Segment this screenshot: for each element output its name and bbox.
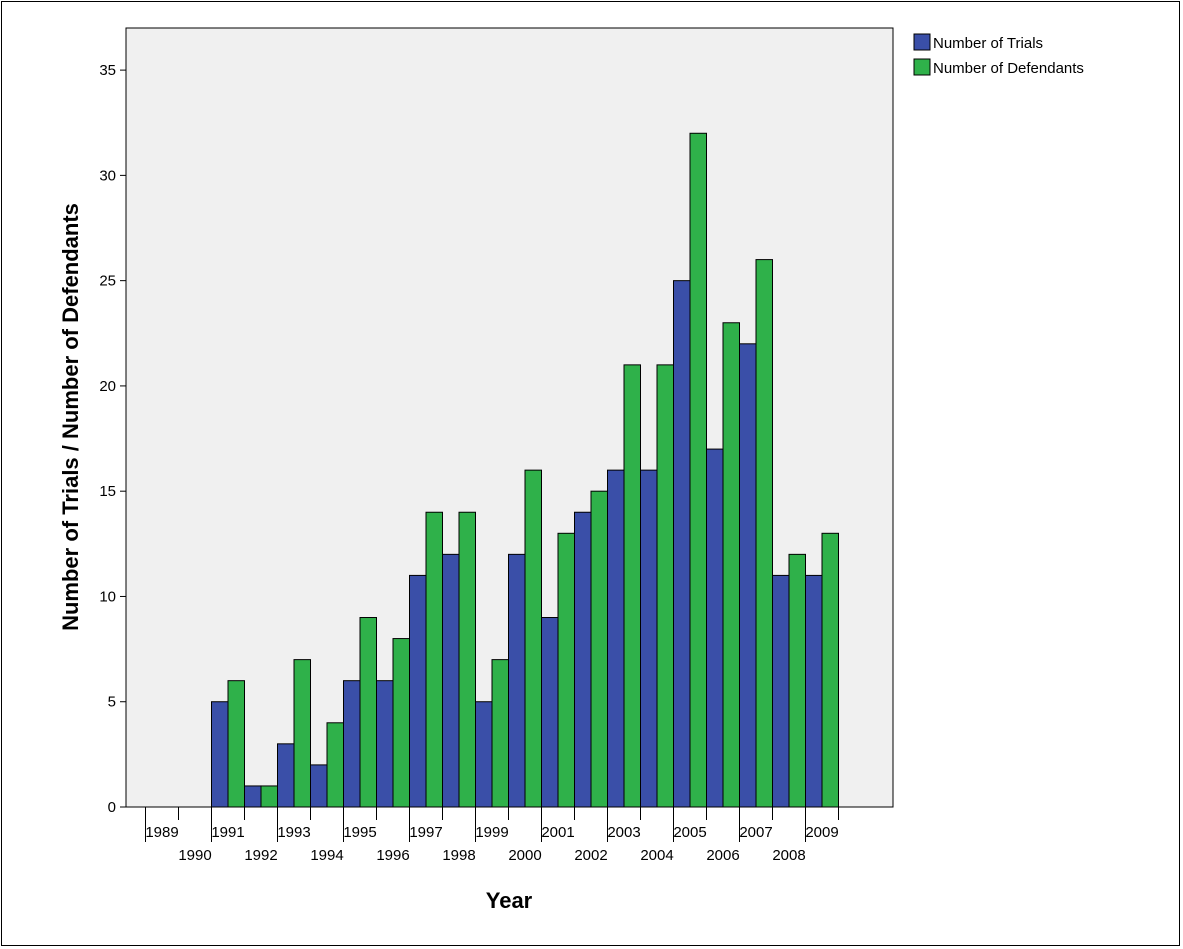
bar-trials-1997 xyxy=(409,574,427,808)
bar-defendants-2000 xyxy=(524,469,542,808)
bar-defendants-1996 xyxy=(392,638,410,808)
bar-trials-1994 xyxy=(310,764,328,808)
y-tick-label-5: 5 xyxy=(108,694,116,711)
bar-defendants-2001 xyxy=(557,532,575,808)
x-tick-label-1995: 1995 xyxy=(343,824,376,841)
bar-trials-1998 xyxy=(442,553,460,808)
x-tick-label-2008: 2008 xyxy=(772,847,805,864)
bar-defendants-2008 xyxy=(788,553,806,808)
x-tick-label-2000: 2000 xyxy=(508,847,541,864)
bar-trials-2008 xyxy=(772,574,790,808)
y-axis: 0 5 10 15 20 25 30 35 xyxy=(99,62,126,816)
bar-trials-1999 xyxy=(475,701,493,808)
bar-trials-1995 xyxy=(343,680,361,808)
bar-trials-2009 xyxy=(805,574,823,808)
bar-defendants-2003 xyxy=(623,364,641,808)
x-tick-label-2005: 2005 xyxy=(673,824,706,841)
y-tick-label-0: 0 xyxy=(108,799,116,816)
bars-layer xyxy=(211,132,839,808)
bar-trials-2002 xyxy=(574,511,592,808)
bar-trials-1992 xyxy=(244,785,262,808)
y-tick-label-10: 10 xyxy=(99,588,116,605)
y-tick-label-15: 15 xyxy=(99,483,116,500)
x-tick-label-2004: 2004 xyxy=(640,847,673,864)
bar-trials-1991 xyxy=(211,701,229,808)
x-tick-label-1998: 1998 xyxy=(442,847,475,864)
bar-defendants-1991 xyxy=(227,680,245,808)
bar-defendants-1995 xyxy=(359,617,377,808)
x-axis: 1989199019911992199319941995199619971998… xyxy=(145,807,839,864)
x-tick-label-1999: 1999 xyxy=(475,824,508,841)
x-tick-label-1994: 1994 xyxy=(310,847,343,864)
x-tick-label-1996: 1996 xyxy=(376,847,409,864)
bar-trials-2001 xyxy=(541,617,559,808)
bar-defendants-2004 xyxy=(656,364,674,808)
x-tick-label-1991: 1991 xyxy=(211,824,244,841)
bar-trials-2003 xyxy=(607,469,625,808)
x-tick-label-2001: 2001 xyxy=(541,824,574,841)
bar-trials-2007 xyxy=(739,343,757,808)
y-tick-label-30: 30 xyxy=(99,167,116,184)
bar-defendants-1999 xyxy=(491,659,509,808)
bar-defendants-1998 xyxy=(458,511,476,808)
x-tick-label-1997: 1997 xyxy=(409,824,442,841)
x-tick-label-1989: 1989 xyxy=(145,824,178,841)
bar-trials-2006 xyxy=(706,448,724,808)
y-tick-label-20: 20 xyxy=(99,378,116,395)
bar-trials-2004 xyxy=(640,469,658,808)
y-tick-label-25: 25 xyxy=(99,273,116,290)
x-axis-title: Year xyxy=(486,888,533,913)
legend-label-defendants: Number of Defendants xyxy=(933,60,1084,77)
legend-swatch-trials xyxy=(913,33,931,51)
bar-defendants-2005 xyxy=(689,132,707,808)
x-tick-label-2002: 2002 xyxy=(574,847,607,864)
bar-defendants-2002 xyxy=(590,490,608,808)
bar-defendants-2009 xyxy=(821,532,839,808)
bar-trials-1993 xyxy=(277,743,295,808)
legend: Number of Trials Number of Defendants xyxy=(913,33,1084,77)
legend-label-trials: Number of Trials xyxy=(933,35,1043,52)
x-tick-label-1993: 1993 xyxy=(277,824,310,841)
bar-defendants-2006 xyxy=(722,322,740,808)
y-tick-label-35: 35 xyxy=(99,62,116,79)
bar-defendants-1993 xyxy=(293,659,311,808)
bar-defendants-1992 xyxy=(260,785,278,808)
x-tick-label-2006: 2006 xyxy=(706,847,739,864)
x-tick-label-1990: 1990 xyxy=(178,847,211,864)
bar-trials-2000 xyxy=(508,553,526,808)
bar-defendants-2007 xyxy=(755,259,773,808)
x-tick-label-2003: 2003 xyxy=(607,824,640,841)
x-tick-label-2009: 2009 xyxy=(805,824,838,841)
x-tick-label-1992: 1992 xyxy=(244,847,277,864)
x-tick-label-2007: 2007 xyxy=(739,824,772,841)
legend-swatch-defendants xyxy=(913,58,931,76)
bar-trials-1996 xyxy=(376,680,394,808)
y-axis-title: Number of Trials / Number of Defendants xyxy=(58,203,83,631)
bar-defendants-1997 xyxy=(425,511,443,808)
bar-trials-2005 xyxy=(673,280,691,808)
bar-defendants-1994 xyxy=(326,722,344,808)
